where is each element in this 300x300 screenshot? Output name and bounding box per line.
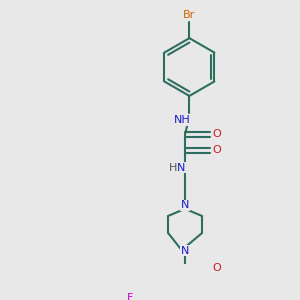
Text: NH: NH bbox=[174, 116, 191, 125]
Text: F: F bbox=[127, 293, 134, 300]
Text: N: N bbox=[181, 200, 189, 210]
Text: O: O bbox=[212, 145, 221, 155]
Text: O: O bbox=[212, 129, 221, 140]
Text: Br: Br bbox=[183, 11, 196, 20]
Text: N: N bbox=[177, 163, 186, 173]
Text: H: H bbox=[169, 163, 177, 173]
Text: N: N bbox=[181, 246, 189, 256]
Text: O: O bbox=[212, 263, 221, 273]
